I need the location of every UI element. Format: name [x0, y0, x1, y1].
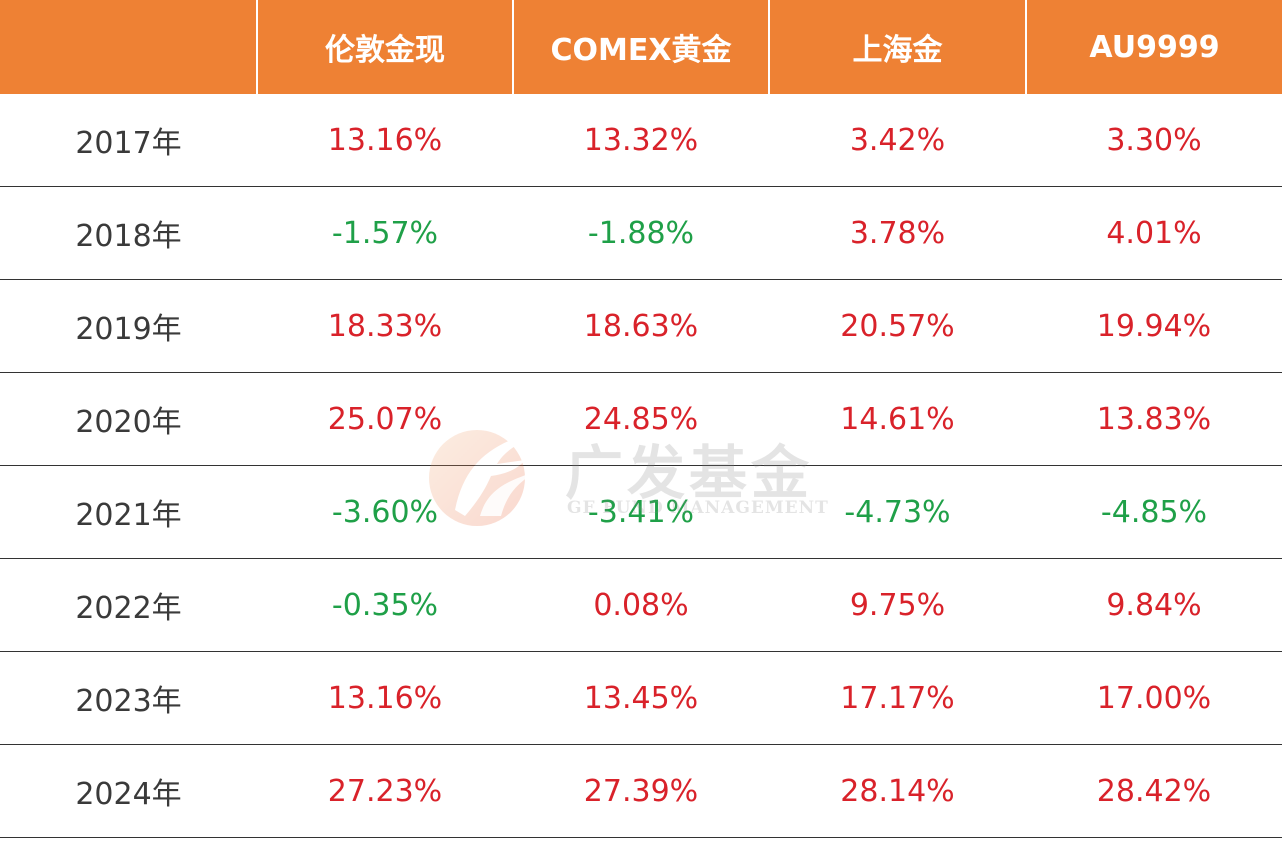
return-cell: -0.35% [257, 558, 513, 652]
header-corner [0, 0, 257, 94]
return-cell: 3.42% [769, 94, 1026, 187]
return-cell: 18.33% [257, 279, 513, 373]
return-cell: 13.16% [257, 651, 513, 745]
return-cell: -4.85% [1026, 465, 1282, 559]
return-cell: 25.07% [257, 372, 513, 466]
header-london-gold: 伦敦金现 [256, 0, 513, 94]
table-row: 2022年 -0.35% 0.08% 9.75% 9.84% [0, 558, 1282, 652]
return-cell: -1.88% [513, 186, 769, 280]
return-cell: 9.75% [769, 558, 1026, 652]
return-cell: 3.30% [1026, 94, 1282, 187]
return-cell: 0.08% [513, 558, 769, 652]
header-row: 伦敦金现 COMEX黄金 上海金 AU9999 [0, 0, 1282, 94]
return-cell: 28.42% [1026, 744, 1282, 838]
table-row: 2020年 25.07% 24.85% 14.61% 13.83% [0, 372, 1282, 466]
row-year: 2020年 [0, 372, 257, 466]
return-cell: 4.01% [1026, 186, 1282, 280]
return-cell: -3.41% [513, 465, 769, 559]
return-cell: 13.83% [1026, 372, 1282, 466]
return-cell: 13.32% [513, 94, 769, 187]
row-year: 2019年 [0, 279, 257, 373]
row-year: 2023年 [0, 651, 257, 745]
return-cell: 18.63% [513, 279, 769, 373]
row-year: 2024年 [0, 744, 257, 838]
table-row: 2017年 13.16% 13.32% 3.42% 3.30% [0, 94, 1282, 187]
return-cell: 13.45% [513, 651, 769, 745]
return-cell: 19.94% [1026, 279, 1282, 373]
table-row: 2021年 -3.60% -3.41% -4.73% -4.85% [0, 465, 1282, 559]
header-au9999: AU9999 [1025, 0, 1282, 94]
row-year: 2021年 [0, 465, 257, 559]
return-cell: 28.14% [769, 744, 1026, 838]
return-cell: 14.61% [769, 372, 1026, 466]
return-cell: 17.17% [769, 651, 1026, 745]
return-cell: 13.16% [257, 94, 513, 187]
header-shanghai-gold: 上海金 [768, 0, 1026, 94]
return-cell: 24.85% [513, 372, 769, 466]
header-comex-gold: COMEX黄金 [512, 0, 769, 94]
return-cell: -4.73% [769, 465, 1026, 559]
return-cell: 27.39% [513, 744, 769, 838]
row-year: 2022年 [0, 558, 257, 652]
return-cell: 20.57% [769, 279, 1026, 373]
table-row: 2019年 18.33% 18.63% 20.57% 19.94% [0, 279, 1282, 373]
return-cell: 27.23% [257, 744, 513, 838]
table-row: 2023年 13.16% 13.45% 17.17% 17.00% [0, 651, 1282, 745]
return-cell: 3.78% [769, 186, 1026, 280]
return-cell: -3.60% [257, 465, 513, 559]
row-year: 2018年 [0, 186, 257, 280]
return-cell: -1.57% [257, 186, 513, 280]
table-row: 2024年 27.23% 27.39% 28.14% 28.42% [0, 744, 1282, 838]
return-cell: 17.00% [1026, 651, 1282, 745]
table-row: 2018年 -1.57% -1.88% 3.78% 4.01% [0, 186, 1282, 280]
return-cell: 9.84% [1026, 558, 1282, 652]
row-year: 2017年 [0, 94, 257, 187]
